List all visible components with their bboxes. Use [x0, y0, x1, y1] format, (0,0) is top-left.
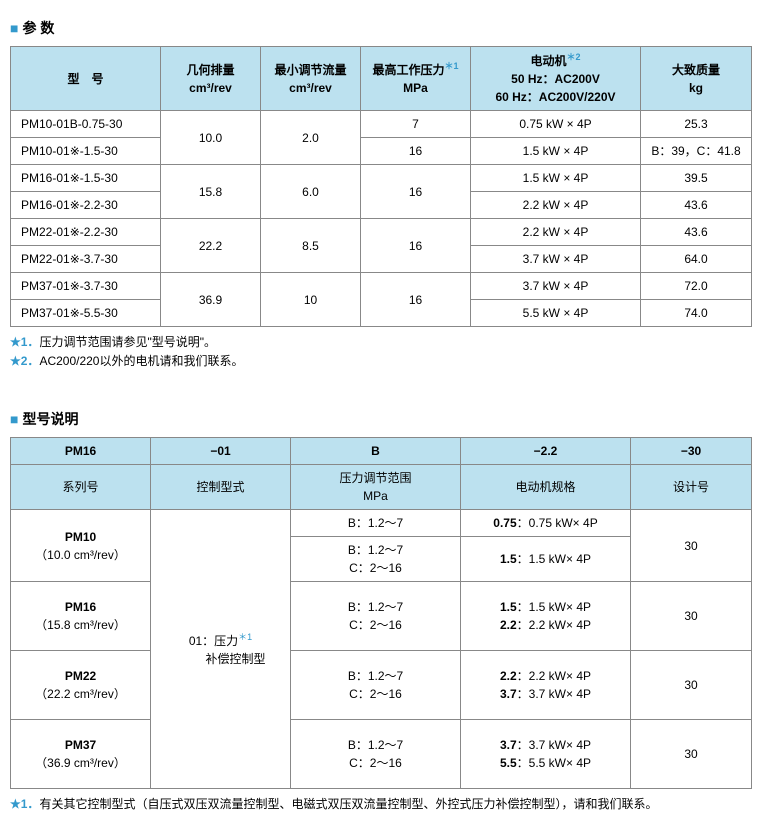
table-row: PM10-01※-1.5-30 16 1.5 kW × 4P B：39，C：41… [11, 138, 752, 165]
code-motor: −2.2 [461, 438, 631, 465]
section1-notes: ★1．压力调节范围请参见"型号说明"。 ★2．AC200/220以外的电机请和我… [10, 333, 752, 371]
table-row: PM22-01※-2.2-30 22.2 8.5 16 2.2 kW × 4P … [11, 219, 752, 246]
code-series: PM16 [11, 438, 151, 465]
ctrl-type: 01：压力＊1 补偿控制型 [151, 510, 291, 789]
sub-ctrl: 控制型式 [151, 465, 291, 510]
square-icon: ■ [10, 411, 18, 427]
sub-design: 设计号 [631, 465, 752, 510]
section1-title-text: 参 数 [22, 20, 54, 36]
section2-title: ■型号说明 [10, 409, 752, 429]
th-minq: 最小调节流量cm³/rev [261, 47, 361, 111]
th-press: 最高工作压力＊1MPa [361, 47, 471, 111]
table-row: PM37（36.9 cm³/rev） B：1.2～7C：2～16 3.7：3.7… [11, 720, 752, 789]
series-pm22: PM22（22.2 cm³/rev） [11, 651, 151, 720]
code-design: −30 [631, 438, 752, 465]
table-row: PM10-01B-0.75-30 10.0 2.0 7 0.75 kW × 4P… [11, 111, 752, 138]
sub-motor: 电动机规格 [461, 465, 631, 510]
parameters-table: 型 号 几何排量cm³/rev 最小调节流量cm³/rev 最高工作压力＊1MP… [10, 46, 752, 327]
code-press: B [291, 438, 461, 465]
code-ctrl: −01 [151, 438, 291, 465]
section2-notes: ★1．有关其它控制型式（自压式双压双流量控制型、电磁式双压双流量控制型、外控式压… [10, 795, 752, 814]
section2-title-text: 型号说明 [22, 411, 78, 427]
th-motor: 电动机＊2 50 Hz：AC200V 60 Hz：AC200V/220V [471, 47, 641, 111]
model-explain-table: PM16 −01 B −2.2 −30 系列号 控制型式 压力调节范围MPa 电… [10, 437, 752, 789]
sub-series: 系列号 [11, 465, 151, 510]
table-row: PM37-01※-3.7-30 36.9 10 16 3.7 kW × 4P 7… [11, 273, 752, 300]
table-row: PM22（22.2 cm³/rev） B：1.2～7C：2～16 2.2：2.2… [11, 651, 752, 720]
table-row: PM16（15.8 cm³/rev） B：1.2～7C：2～16 1.5：1.5… [11, 582, 752, 651]
series-pm10: PM10（10.0 cm³/rev） [11, 510, 151, 582]
th-model: 型 号 [11, 47, 161, 111]
th-mass: 大致质量kg [641, 47, 752, 111]
series-pm16: PM16（15.8 cm³/rev） [11, 582, 151, 651]
table-row: PM10（10.0 cm³/rev） 01：压力＊1 补偿控制型 B：1.2～7… [11, 510, 752, 537]
sub-press: 压力调节范围MPa [291, 465, 461, 510]
th-disp: 几何排量cm³/rev [161, 47, 261, 111]
section1-title: ■参 数 [10, 18, 752, 38]
table-row: PM16-01※-1.5-30 15.8 6.0 16 1.5 kW × 4P … [11, 165, 752, 192]
series-pm37: PM37（36.9 cm³/rev） [11, 720, 151, 789]
square-icon: ■ [10, 20, 18, 36]
